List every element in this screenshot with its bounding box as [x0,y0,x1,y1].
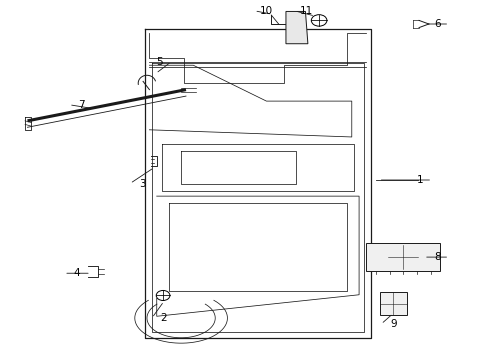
Text: 5: 5 [156,57,162,67]
Text: 9: 9 [389,319,396,329]
Text: 11: 11 [299,6,312,16]
Text: 2: 2 [161,313,167,323]
Text: 6: 6 [433,19,440,29]
Text: 3: 3 [139,179,145,189]
Polygon shape [285,12,307,44]
Text: 7: 7 [78,100,84,110]
Text: 4: 4 [73,268,80,278]
Text: 1: 1 [416,175,423,185]
Text: 8: 8 [433,252,440,262]
Polygon shape [366,243,439,271]
Polygon shape [379,292,406,315]
Text: 10: 10 [259,6,272,16]
